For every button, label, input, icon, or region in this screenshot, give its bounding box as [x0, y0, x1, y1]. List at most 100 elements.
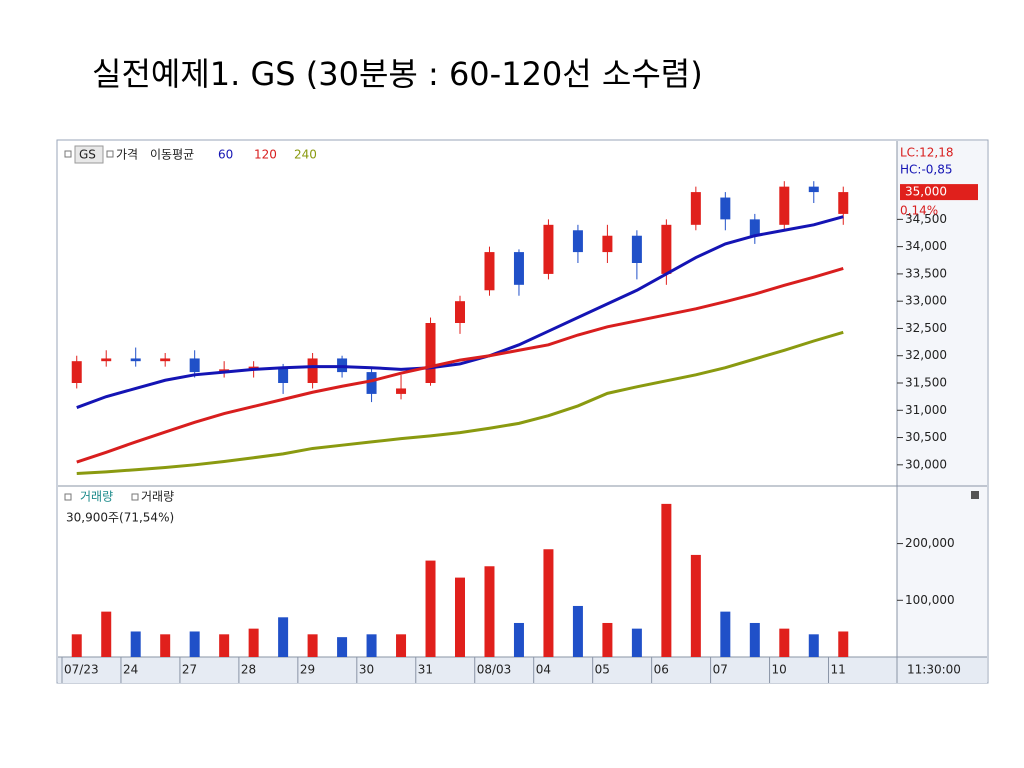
- x-tick-label: 30: [359, 663, 374, 677]
- volume-bar: [307, 634, 318, 657]
- candle-body: [572, 230, 583, 253]
- candle-body: [690, 192, 701, 225]
- volume-bar: [248, 628, 259, 657]
- y-tick-label: 100,000: [905, 593, 955, 607]
- legend-label: 거래량: [80, 490, 113, 504]
- volume-bar: [484, 566, 495, 657]
- candle-body: [101, 358, 112, 362]
- x-tick-label: 07/23: [64, 663, 99, 677]
- volume-bar: [425, 560, 436, 657]
- candle-body: [366, 372, 377, 394]
- x-tick-label: 24: [123, 663, 138, 677]
- x-tick-label: 27: [182, 663, 197, 677]
- legend-label: 거래량: [141, 490, 174, 504]
- candle-body: [779, 186, 790, 225]
- candle-body: [396, 388, 407, 394]
- candle-body: [602, 235, 613, 253]
- candle-body: [838, 192, 849, 214]
- annotation: 0,14%: [900, 204, 938, 218]
- volume-bar: [160, 634, 171, 657]
- legend-icon: [131, 493, 139, 501]
- x-tick-label: 08/03: [477, 663, 512, 677]
- y-tick-label: 33,000: [905, 294, 947, 308]
- volume-bar: [396, 634, 407, 657]
- legend-label: 240: [294, 148, 317, 162]
- legend-box: [74, 145, 104, 164]
- legend-label: 가격: [116, 148, 138, 162]
- x-tick-label: 07: [713, 663, 728, 677]
- candle-body: [631, 235, 642, 263]
- candle-body: [455, 301, 465, 323]
- candle-body: [661, 224, 672, 274]
- volume-bar: [572, 605, 583, 657]
- candle-body: [543, 224, 554, 274]
- candle-body: [160, 358, 171, 362]
- x-axis-panel: [58, 657, 987, 683]
- legend-icon: [64, 150, 72, 158]
- candle-body: [720, 197, 731, 220]
- y-tick-label: 33,500: [905, 266, 947, 280]
- y-tick-label: 32,000: [905, 348, 947, 362]
- volume-bar: [189, 631, 200, 657]
- volume-bar: [130, 631, 141, 657]
- y-tick-label: 31,500: [905, 376, 947, 390]
- volume-bar: [455, 577, 465, 657]
- volume-bar: [808, 634, 819, 657]
- candle-body: [130, 358, 141, 362]
- volume-bar: [779, 628, 790, 657]
- y-tick-label: 31,000: [905, 403, 947, 417]
- volume-bar: [749, 622, 760, 657]
- last-price-label: 35,000: [905, 185, 947, 199]
- time-label: 11:30:00: [907, 663, 961, 677]
- volume-bar: [513, 622, 524, 657]
- symbol-label: GS: [79, 148, 96, 162]
- volume-bar: [219, 634, 230, 657]
- volume-bar: [543, 549, 554, 657]
- legend-label: 60: [218, 148, 233, 162]
- candle-body: [513, 252, 524, 285]
- x-tick-label: 31: [418, 663, 433, 677]
- x-tick-label: 06: [654, 663, 669, 677]
- pane-button[interactable]: [971, 491, 979, 499]
- annotation: LC:12,18: [900, 146, 953, 160]
- volume-bar: [631, 628, 642, 657]
- x-tick-label: 10: [772, 663, 787, 677]
- volume-bar: [690, 554, 701, 657]
- y-tick-label: 30,500: [905, 430, 947, 444]
- legend-label: 120: [254, 148, 277, 162]
- volume-bar: [838, 631, 849, 657]
- volume-bar: [366, 634, 377, 657]
- x-tick-label: 29: [300, 663, 315, 677]
- moving-average-line: [76, 330, 844, 476]
- candle-body: [425, 323, 436, 383]
- x-tick-label: 28: [241, 663, 256, 677]
- candle-body: [278, 366, 289, 383]
- chart-frame: [56, 139, 989, 684]
- legend-icon: [106, 150, 114, 158]
- volume-bar: [71, 634, 82, 657]
- legend-label: 이동평균: [150, 148, 194, 162]
- volume-note: 30,900주(71,54%): [66, 511, 174, 525]
- y-tick-label: 200,000: [905, 536, 955, 550]
- x-tick-label: 05: [595, 663, 610, 677]
- axis-panel: [897, 141, 987, 657]
- annotation: HC:-0,85: [900, 163, 953, 177]
- volume-bar: [278, 617, 289, 657]
- moving-average-line: [76, 267, 844, 464]
- candle-body: [808, 186, 819, 193]
- candle-body: [749, 219, 760, 236]
- candle-body: [189, 358, 200, 373]
- volume-bar: [720, 611, 731, 657]
- x-tick-label: 04: [536, 663, 551, 677]
- last-price-box: [900, 184, 978, 201]
- y-tick-label: 32,500: [905, 321, 947, 335]
- volume-bar: [661, 503, 672, 657]
- candle-body: [71, 361, 82, 383]
- y-tick-label: 34,500: [905, 212, 947, 226]
- volume-bar: [602, 622, 613, 657]
- y-tick-label: 34,000: [905, 239, 947, 253]
- candle-body: [307, 358, 318, 383]
- y-tick-label: 30,000: [905, 457, 947, 471]
